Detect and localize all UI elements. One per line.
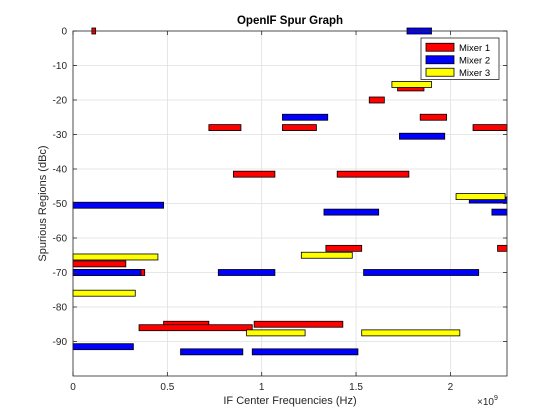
legend-swatch — [425, 67, 455, 77]
x-axis-label: IF Center Frequencies (Hz) — [223, 395, 356, 407]
x-tick-label: 0 — [70, 382, 76, 393]
mixer-3-interval — [72, 253, 159, 261]
legend-label: Mixer 2 — [459, 55, 490, 66]
y-tick-label: -70 — [53, 268, 68, 279]
x-tick-label: 0.5 — [160, 382, 174, 393]
chart-title: OpenIF Spur Graph — [237, 15, 343, 27]
y-tick-label: -30 — [53, 130, 68, 141]
legend-label: Mixer 1 — [459, 43, 490, 54]
mixer-3-interval — [361, 329, 461, 337]
legend-label: Mixer 3 — [459, 68, 490, 79]
mixer-1-interval — [282, 124, 317, 131]
mixer-2-interval — [72, 201, 164, 209]
mixer-1-interval — [497, 244, 508, 252]
y-tick-label: 0 — [61, 27, 67, 38]
mixer-2-interval — [72, 269, 142, 276]
mixer-1-interval — [138, 324, 253, 332]
y-tick-label: -60 — [53, 234, 68, 245]
mixer-1-interval — [419, 113, 448, 121]
x-tick-label: 1 — [259, 382, 265, 393]
mixer-1-interval — [208, 124, 242, 131]
x-axis-exponent-base: ×10 — [477, 397, 494, 408]
mixer-3-interval — [246, 329, 306, 337]
mixer-2-interval — [251, 348, 359, 356]
mixer-2-interval — [282, 113, 329, 121]
y-tick-label: -20 — [53, 96, 68, 107]
mixer-1-interval — [72, 260, 127, 268]
mixer-2-interval — [72, 343, 134, 351]
mixer-2-interval — [491, 208, 508, 216]
mixer-2-interval — [363, 269, 480, 276]
spur-intervals — [72, 27, 508, 356]
x-axis-exponent-power: 9 — [494, 395, 498, 402]
mixer-2-interval — [180, 348, 244, 356]
mixer-3-interval — [391, 81, 432, 88]
y-tick-label: -80 — [53, 303, 68, 314]
mixer-2-interval — [399, 132, 446, 140]
legend-swatch — [425, 42, 455, 52]
mixer-2-interval — [217, 269, 276, 276]
x-tick-label: 1.5 — [349, 382, 363, 393]
mixer-1-interval — [325, 244, 363, 252]
mixer-3-interval — [455, 193, 506, 201]
y-axis-label: Spurious Regions (dBc) — [37, 145, 49, 261]
mixer-2-interval — [323, 208, 380, 216]
x-axis-exponent: ×109 — [477, 395, 498, 408]
axis-ticks: 0 0.5 1 1.5 2 0 -10 -20 -30 -40 -50 -60 -70 -80 -90 — [53, 27, 507, 393]
mixer-1-interval — [472, 124, 508, 131]
y-tick-label: -10 — [53, 61, 68, 72]
mixer-3-interval — [300, 251, 353, 259]
y-tick-label: -50 — [53, 199, 68, 210]
mixer-1-interval — [336, 170, 410, 178]
mixer-3-interval — [72, 289, 136, 297]
y-tick-label: -90 — [53, 337, 68, 348]
x-tick-label: 2 — [448, 382, 454, 393]
mixer-1-interval — [232, 170, 276, 178]
mixer-1-interval — [368, 96, 385, 104]
y-tick-label: -40 — [53, 165, 68, 176]
mixer-1-interval — [253, 320, 344, 328]
legend-swatch — [425, 55, 455, 65]
